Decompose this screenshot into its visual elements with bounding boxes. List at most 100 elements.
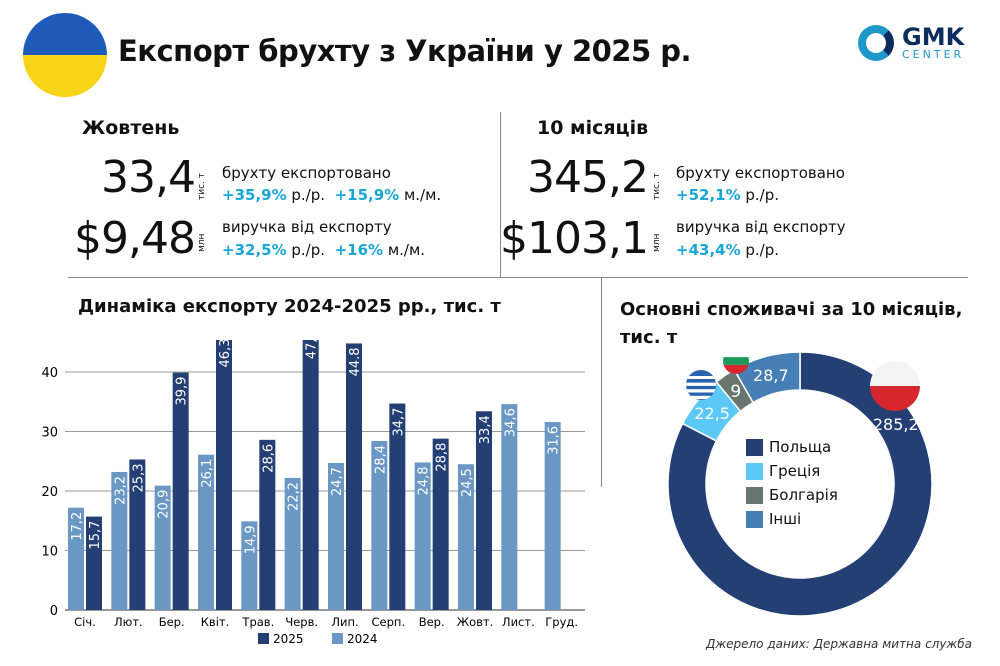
bar-value-label: 33,4 [478,415,493,444]
ten-months-volume: 345,2 [527,152,649,203]
y-tick-label: 40 [41,366,58,381]
bar-value-label: 34,7 [391,408,406,437]
x-tick-label: Груд. [545,615,578,629]
legend-label: Греція [769,462,821,480]
yoy-value: +35,9% [222,186,287,204]
bar-value-label: 15,7 [88,521,103,550]
x-tick-label: Трав. [241,615,274,629]
legend-swatch [332,633,343,644]
yoy-suffix: р./р. [291,241,326,259]
mom-suffix: м./м. [387,241,426,259]
bar-2025 [259,439,276,610]
logo-text: GMK [902,22,965,51]
slice-value-label: 22,5 [694,404,730,423]
bar-value-label: 28,6 [261,444,276,473]
bar-2024 [68,507,84,610]
bar-2024 [458,464,474,610]
october-volume-changes: +35,9% р./р. +15,9% м./м. [222,186,441,204]
ten-months-volume-changes: +52,1% р./р. [676,186,779,204]
bar-value-label: 44.8 [348,347,363,376]
bar-2024 [414,462,431,610]
bar-value-label: 28,8 [435,443,450,472]
bar-value-label: 28,4 [373,445,388,474]
legend-label: 2025 [273,632,304,646]
divider [601,277,602,487]
donut-chart: 285,2 22,59 28,7 [667,348,933,617]
bar-2024 [544,421,561,610]
bar-2025 [302,340,319,610]
yoy-value: +43,4% [676,241,741,259]
legend-swatch [746,462,763,480]
october-revenue-label: виручка від експорту [222,218,392,236]
bar-value-label: 26,1 [200,459,215,488]
x-tick-label: Жовт. [457,615,494,629]
yoy-suffix: р./р. [745,241,780,259]
legend-label: Болгарія [769,486,838,504]
bar-chart-title: Динаміка експорту 2024-2025 рр., тис. т [78,296,501,317]
legend-label: Польща [769,438,832,456]
october-heading: Жовтень [82,117,180,139]
y-tick-label: 30 [41,426,58,441]
bar-value-label: 31,6 [547,426,562,455]
october-volume: 33,4 [101,152,196,203]
bar-2024 [371,441,388,610]
legend-item: Польща [746,438,838,456]
x-tick-label: Лист. [502,615,535,629]
gmk-logo: GMK CENTER [858,25,964,61]
bar-value-label: 22,2 [287,482,302,511]
bar-value-label: 24,7 [330,467,345,496]
ten-months-revenue-unit: млн [652,233,662,252]
ten-months-revenue: $103,1 [500,213,649,264]
bar-value-label: 17,2 [70,512,85,541]
bar-2025 [129,459,146,610]
x-tick-label: Вер. [419,615,445,629]
legend-swatch [258,633,269,644]
bar-2025 [86,516,102,610]
bar-value-label: 34,6 [503,408,518,437]
bar-value-label: 14,9 [243,525,258,554]
october-volume-unit: тис. т [197,172,207,200]
greece-flag-icon [686,370,716,400]
mom-value: +15,9% [334,186,400,204]
divider [68,277,968,278]
yoy-suffix: р./р. [291,186,326,204]
ukraine-flag-icon [23,13,107,97]
page-title: Експорт брухту з України у 2025 р. [118,34,692,68]
bar-value-label: 47,7 [305,340,320,359]
x-tick-label: Лип. [331,615,358,629]
legend-item: Греція [746,462,838,480]
bar-2024 [198,454,214,610]
october-volume-label: брухту експортовано [222,164,391,182]
ten-months-revenue-label: виручка від експорту [676,218,846,236]
bar-2024 [284,477,301,610]
legend-item: Болгарія [746,486,838,504]
bar-2025 [172,372,189,610]
legend-swatch [746,486,763,504]
ten-months-revenue-changes: +43,4% р./р. [676,241,779,259]
bar-2025 [476,411,492,610]
bar-2024 [328,463,344,610]
donut-slice [667,351,933,617]
bar-2025 [389,403,406,610]
ten-months-volume-unit: тис. т [652,172,662,200]
legend-swatch [746,438,763,456]
donut-slice [733,351,801,404]
donut-chart-title: Основні споживачі за 10 місяців, тис. т [620,299,963,348]
yoy-suffix: р./р. [745,186,780,204]
legend-swatch [746,510,763,528]
slice-value-label: 9 [730,382,741,402]
poland-flag-icon [870,361,920,411]
bar-value-label: 24,8 [417,466,432,495]
divider [500,112,501,277]
y-tick-label: 20 [41,485,58,500]
bar-2025 [216,340,232,610]
x-tick-label: Бер. [159,615,185,629]
legend-label: 2024 [347,632,378,646]
source-note: Джерело даних: Державна митна служба [705,637,972,651]
logo-subtext: CENTER [902,47,965,61]
logo-ring-icon [858,25,894,61]
bar-value-label: 46,3 [218,340,233,367]
x-tick-label: Черв. [285,615,318,629]
bar-value-label: 39,9 [175,377,190,406]
bar-2024 [501,404,518,610]
